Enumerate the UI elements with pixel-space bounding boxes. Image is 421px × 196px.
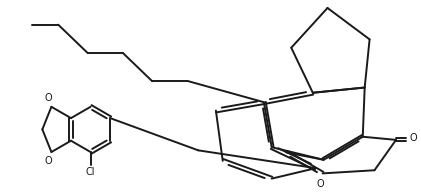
Text: O: O [317, 179, 325, 189]
Text: Cl: Cl [86, 167, 95, 177]
Text: O: O [45, 156, 52, 166]
Text: O: O [410, 133, 417, 143]
Text: O: O [45, 93, 52, 103]
